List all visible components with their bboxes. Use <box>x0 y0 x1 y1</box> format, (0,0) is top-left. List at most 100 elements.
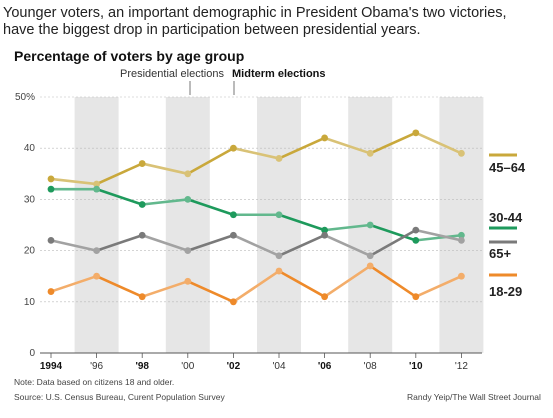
x-tick-label: '96 <box>90 361 103 372</box>
series-65+-point <box>458 236 465 244</box>
series-45-64-segment <box>414 131 463 155</box>
presidential-band-1 <box>74 97 119 353</box>
series-18-29-segment <box>414 274 463 298</box>
x-tick-label: '08 <box>364 361 377 372</box>
series-65+-point <box>184 247 192 255</box>
series-label-bar-45-64 <box>489 153 517 157</box>
series-45-64 <box>47 129 465 188</box>
series-18-29-point <box>321 293 328 301</box>
series-45-64-point <box>321 134 328 142</box>
subtitle-line-1: Younger voters, an important demographic… <box>3 5 507 21</box>
series-18-29-point <box>275 267 283 275</box>
x-tick-label: '00 <box>181 361 194 372</box>
series-65+-segment <box>368 228 418 258</box>
series-65+-point <box>138 231 146 239</box>
series-65+-point <box>93 247 100 255</box>
y-tick-label: 0 <box>29 348 35 359</box>
series-45-64-segment <box>323 136 372 155</box>
presidential-band-3 <box>165 97 210 353</box>
series-18-29-segment <box>49 274 98 293</box>
series-label-65+: 65+ <box>489 246 511 261</box>
series-label-45-64: 45–64 <box>489 160 526 175</box>
series-30-44-point <box>138 201 146 208</box>
series-45-64-segment <box>368 131 418 155</box>
series-18-29-point <box>184 277 192 285</box>
series-18-29-point <box>47 288 55 295</box>
y-axis-ticks: 0 10 20 30 40 50% <box>15 92 35 359</box>
presidential-band-5 <box>257 97 301 353</box>
series-18-29-segment <box>323 264 372 298</box>
subtitle-line-2: have the biggest drop in participation b… <box>3 22 421 38</box>
series-30-44-segment <box>368 223 418 242</box>
series-18-29-point <box>366 262 374 270</box>
series-30-44-segment <box>277 213 326 232</box>
chart-title: Percentage of voters by age group <box>14 48 244 64</box>
series-45-64-point <box>412 129 420 137</box>
series-45-64-point <box>275 155 283 162</box>
credit-text: Randy Yeip/The Wall Street Journal <box>407 392 541 402</box>
x-tick-label: '04 <box>272 361 285 372</box>
series-65+-segment <box>186 233 235 252</box>
series-45-64-point <box>138 160 146 167</box>
series-45-64-point <box>458 149 465 157</box>
series-30-44-point <box>321 226 328 234</box>
series-30-44-point <box>93 185 100 193</box>
series-45-64-point <box>230 144 237 152</box>
series-45-64-segment <box>232 146 281 160</box>
series-30-44-point <box>366 221 374 229</box>
series-45-64-segment <box>140 162 190 176</box>
series-18-29-point <box>412 293 420 301</box>
presidential-shading <box>74 97 484 353</box>
series-65+-point <box>47 236 55 244</box>
series-65+-segment <box>140 233 190 252</box>
series-45-64-segment <box>277 136 326 160</box>
series-18-29-segment <box>95 274 144 298</box>
series-65+-segment <box>323 233 372 258</box>
series-65+-segment <box>49 239 98 252</box>
y-tick-label: 50% <box>15 92 35 103</box>
series-30-44-point <box>412 236 420 244</box>
y-tick-label: 20 <box>24 246 36 257</box>
series-18-29-segment <box>368 264 418 298</box>
series-18-29-point <box>138 293 146 301</box>
series-30-44-point <box>458 231 465 239</box>
y-tick-label: 40 <box>24 143 36 154</box>
series-18-29-point <box>230 298 237 306</box>
shading-legend: Presidential elections Midterm elections <box>120 68 326 95</box>
series-65+-point <box>366 252 374 260</box>
series-18-29-segment <box>186 280 235 304</box>
series-18-29-segment <box>140 280 190 298</box>
series-30-44-segment <box>414 233 463 242</box>
note-text: Note: Data based on citizens 18 and olde… <box>14 377 174 387</box>
x-tick-label: '02 <box>227 361 241 372</box>
series-45-64-point <box>47 175 55 183</box>
x-tick-label: '06 <box>318 361 332 372</box>
series-45-64-point <box>366 149 374 157</box>
series-label-bar-65+ <box>489 240 517 244</box>
series-labels: 45–64 30-44 65+ 18-29 <box>489 153 526 299</box>
series-65+ <box>47 226 465 260</box>
series-65+-point <box>275 252 283 260</box>
presidential-elections-label: Presidential elections <box>120 68 224 80</box>
series-30-44-segment <box>323 223 372 232</box>
series-18-29-segment <box>277 269 326 298</box>
gridlines <box>40 96 482 354</box>
series-45-64-point <box>93 180 100 188</box>
series-30-44-point <box>47 185 55 193</box>
series-65+-point <box>230 231 237 239</box>
series-30-44-point <box>184 196 192 203</box>
series-65+-segment <box>277 233 326 258</box>
series-65+-point <box>412 226 420 234</box>
series-label-bar-18-29 <box>489 273 517 277</box>
x-axis-ticks: 1994 '96 '98 '00 '02 '04 '06 '08 '10 '12 <box>40 353 468 372</box>
series-30-44-segment <box>140 198 190 206</box>
series-65+-point <box>321 231 328 239</box>
series-lines <box>47 129 465 306</box>
series-45-64-segment <box>186 146 235 176</box>
series-18-29-point <box>93 272 100 280</box>
series-18-29-segment <box>232 269 281 304</box>
series-18-29 <box>47 262 465 306</box>
x-tick-label: '98 <box>135 361 149 372</box>
